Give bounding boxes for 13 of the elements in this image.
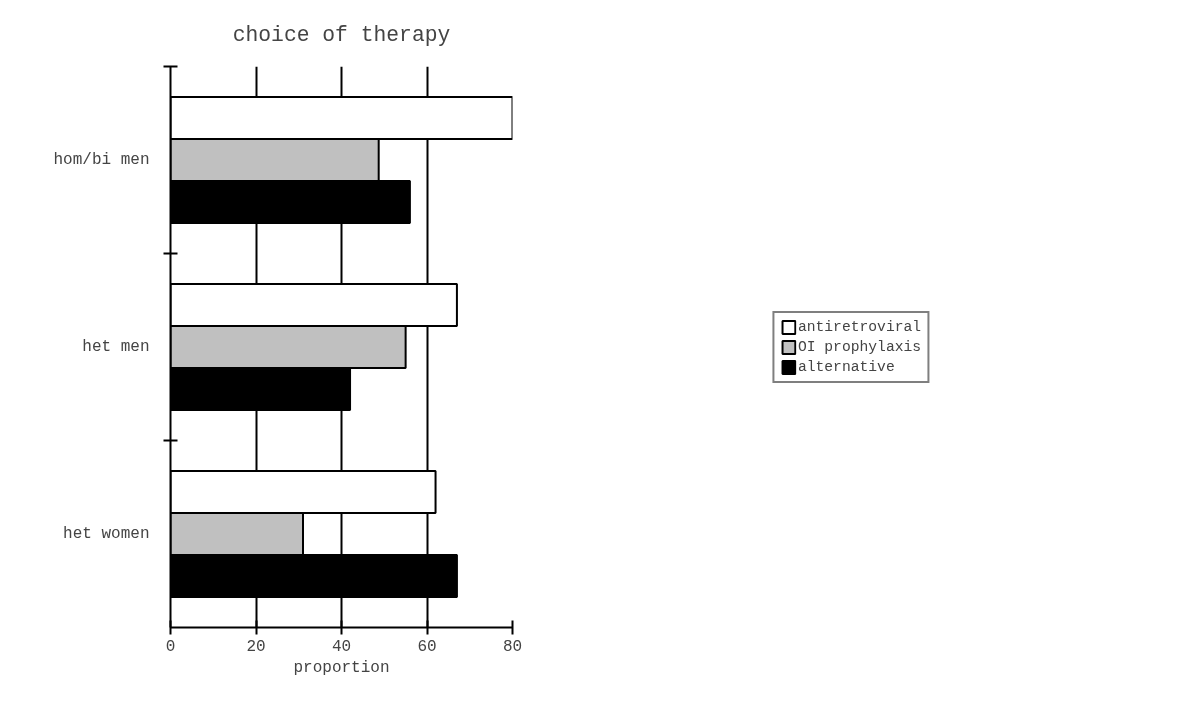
x-tick-label: 40	[331, 637, 352, 656]
chart-title: choice of therapy	[232, 22, 451, 47]
x-tick-label: 80	[502, 637, 523, 656]
legend-label: alternative	[797, 358, 895, 375]
x-axis-title: proportion	[293, 658, 390, 677]
y-tick-label: het men	[82, 338, 150, 356]
y-tick-label: het women	[63, 525, 150, 543]
x-tick-label: 60	[417, 637, 437, 656]
x-tick-label: 0	[165, 637, 176, 656]
y-tick-label: hom/bi men	[53, 151, 150, 169]
legend-label: antiretroviral	[797, 318, 922, 335]
x-tick-label: 20	[246, 637, 266, 656]
legend-label: OI prophylaxis	[797, 338, 922, 355]
